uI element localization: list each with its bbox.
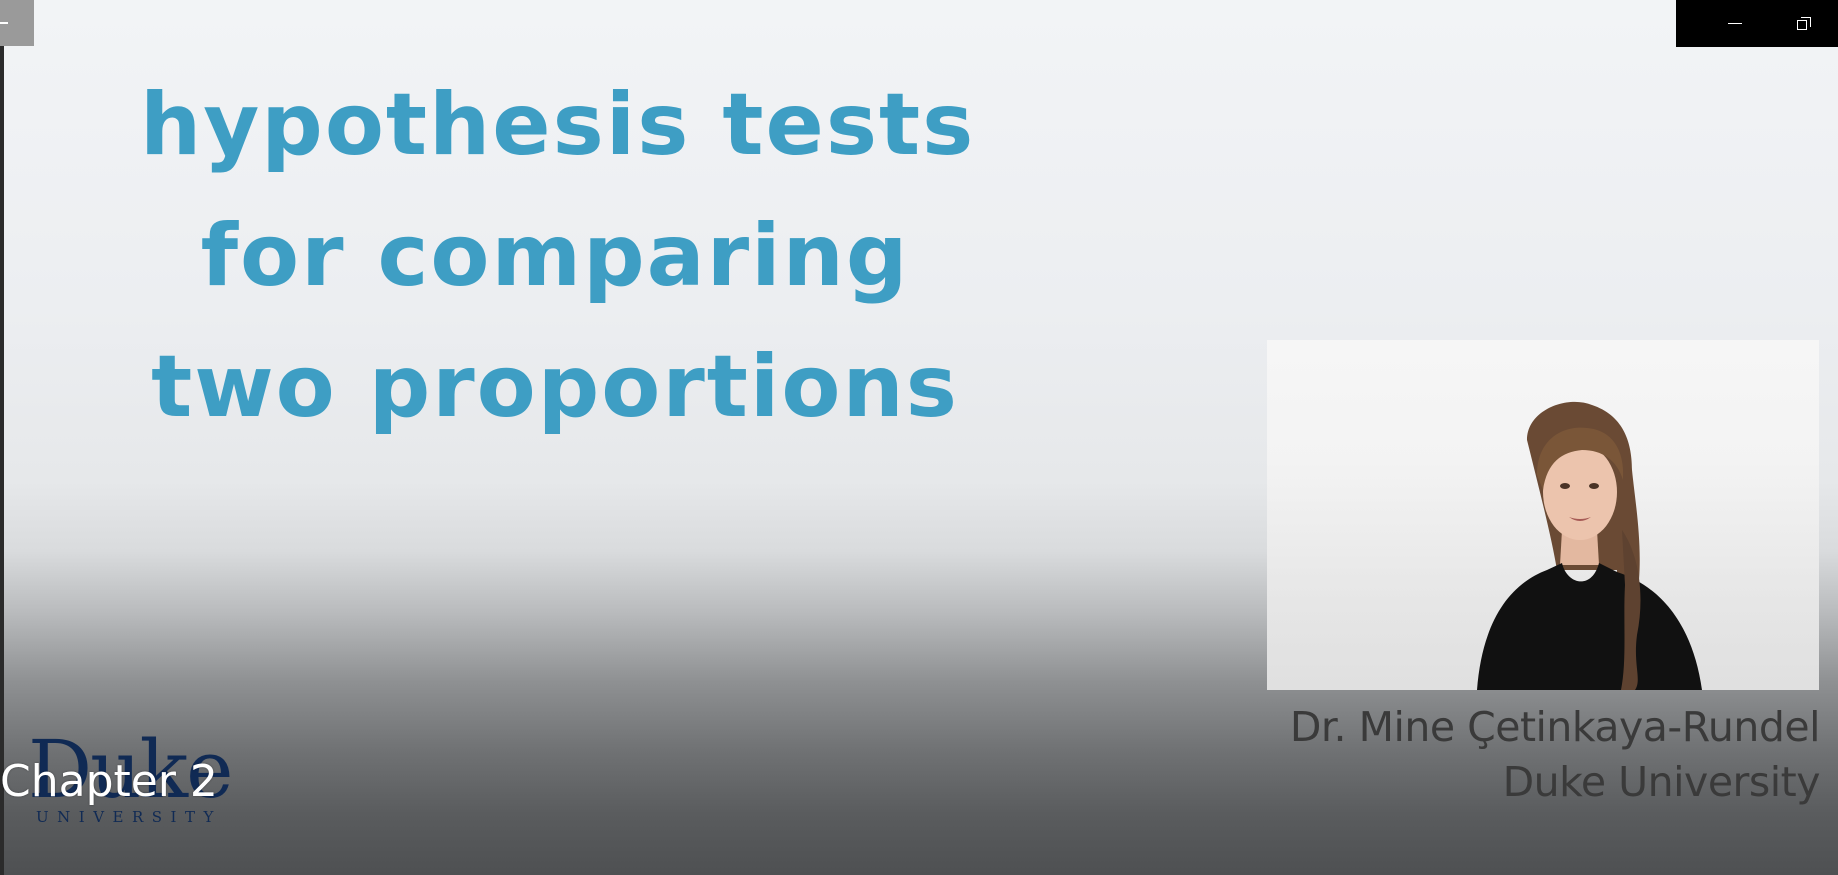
speaker-name: Dr. Mine Çetinkaya-Rundel	[1289, 703, 1821, 751]
hair-side	[1621, 530, 1641, 690]
face	[1543, 444, 1617, 540]
mouth	[1569, 517, 1591, 521]
duke-logo-word: Duke	[28, 723, 233, 816]
duke-logo: Duke UNIVERSITY	[28, 728, 258, 828]
back-arrow-icon	[0, 22, 8, 24]
restore-button[interactable]	[1769, 0, 1838, 47]
presenter-figure	[1477, 401, 1702, 690]
speaker-credit: Dr. Mine Çetinkaya-Rundel Duke Universit…	[1289, 700, 1821, 810]
torso	[1477, 563, 1702, 690]
chapter-label: Chapter 2	[0, 756, 218, 807]
slide-title-line: two proportions	[151, 337, 959, 437]
back-button[interactable]	[0, 0, 34, 46]
minimize-button[interactable]	[1700, 0, 1769, 47]
eye-right	[1589, 483, 1599, 489]
eye-left	[1560, 483, 1570, 489]
minimize-icon	[1727, 23, 1742, 24]
restore-icon	[1796, 16, 1811, 31]
speaker-affiliation: Duke University	[1502, 758, 1821, 806]
slide-title-line: hypothesis tests	[140, 75, 976, 175]
hair-front	[1537, 427, 1624, 490]
duke-logo-subtitle: UNIVERSITY	[36, 808, 222, 826]
presenter-video	[1267, 340, 1819, 690]
window-controls	[1676, 0, 1838, 47]
neck	[1560, 530, 1599, 565]
slide-title-line: for comparing	[200, 206, 910, 306]
slide-title: hypothesis tests for comparing two propo…	[140, 60, 976, 453]
left-edge	[0, 0, 4, 875]
